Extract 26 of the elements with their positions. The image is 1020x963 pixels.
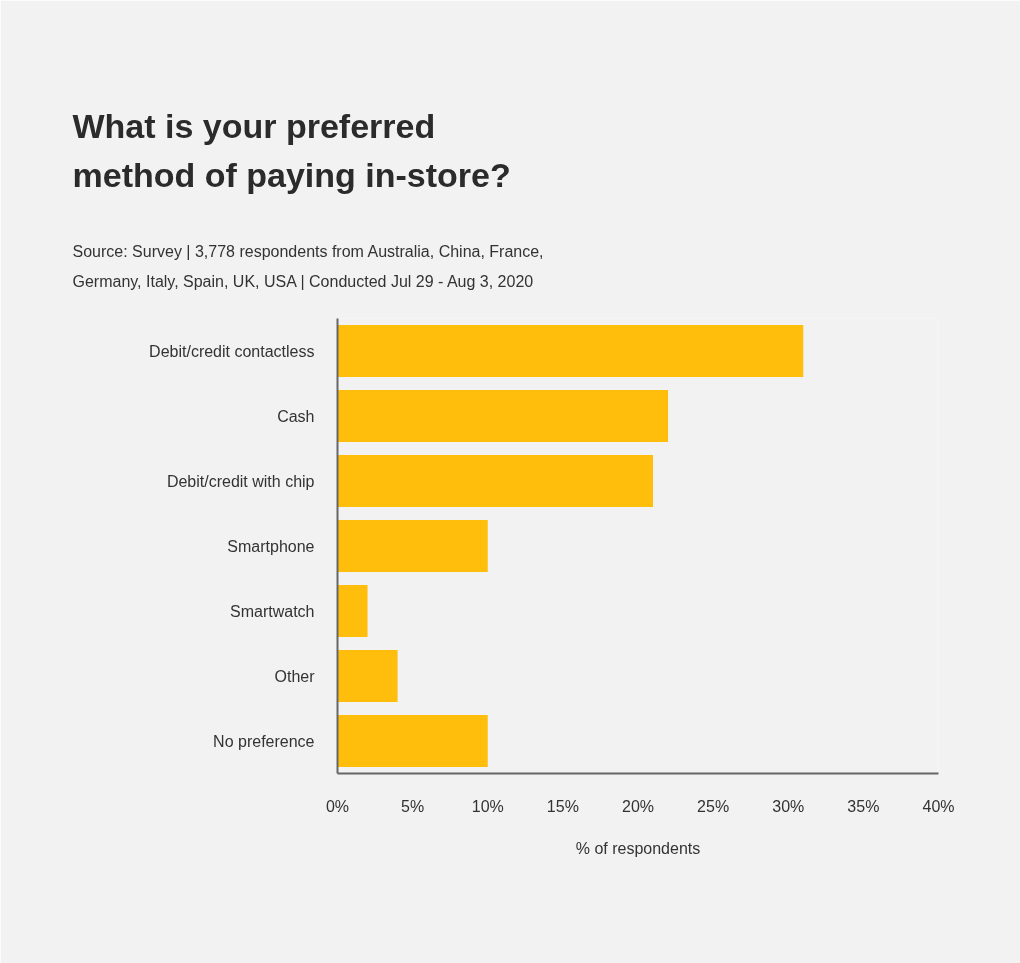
bar <box>337 325 804 377</box>
x-tick-label: 30% <box>772 797 805 815</box>
y-tick-label: Debit/credit contactless <box>149 342 315 360</box>
x-tick-label: 0% <box>325 797 350 815</box>
y-tick-label: Other <box>274 667 316 685</box>
x-axis-title: % of respondents <box>575 839 701 857</box>
bar <box>337 650 398 702</box>
bar <box>337 715 488 767</box>
bar <box>337 585 368 637</box>
y-tick-label: Debit/credit with chip <box>166 472 315 490</box>
y-tick-label: Smartphone <box>227 537 315 555</box>
x-tick-label: 40% <box>922 797 955 815</box>
x-tick-label: 5% <box>401 797 425 815</box>
source-note: Source: Survey | 3,778 respondents from Australia, China, France, Germany, Italy, Spain, UK, USA | Conducted Jul 29 - Aug 3, 2020 <box>72 242 544 290</box>
bar <box>337 520 488 572</box>
x-tick-label: 35% <box>847 797 880 815</box>
y-tick-label: Smartwatch <box>230 602 315 620</box>
chart-title: What is your preferred method of paying in-store? <box>72 107 511 195</box>
bar <box>337 455 654 507</box>
x-tick-label: 20% <box>621 797 655 815</box>
x-tick-label: 15% <box>546 797 579 815</box>
x-tick-label: 10% <box>471 797 504 815</box>
y-tick-label: No preference <box>213 732 315 750</box>
bar <box>337 390 669 442</box>
x-tick-label: 25% <box>697 797 730 815</box>
y-tick-label: Cash <box>277 407 315 425</box>
